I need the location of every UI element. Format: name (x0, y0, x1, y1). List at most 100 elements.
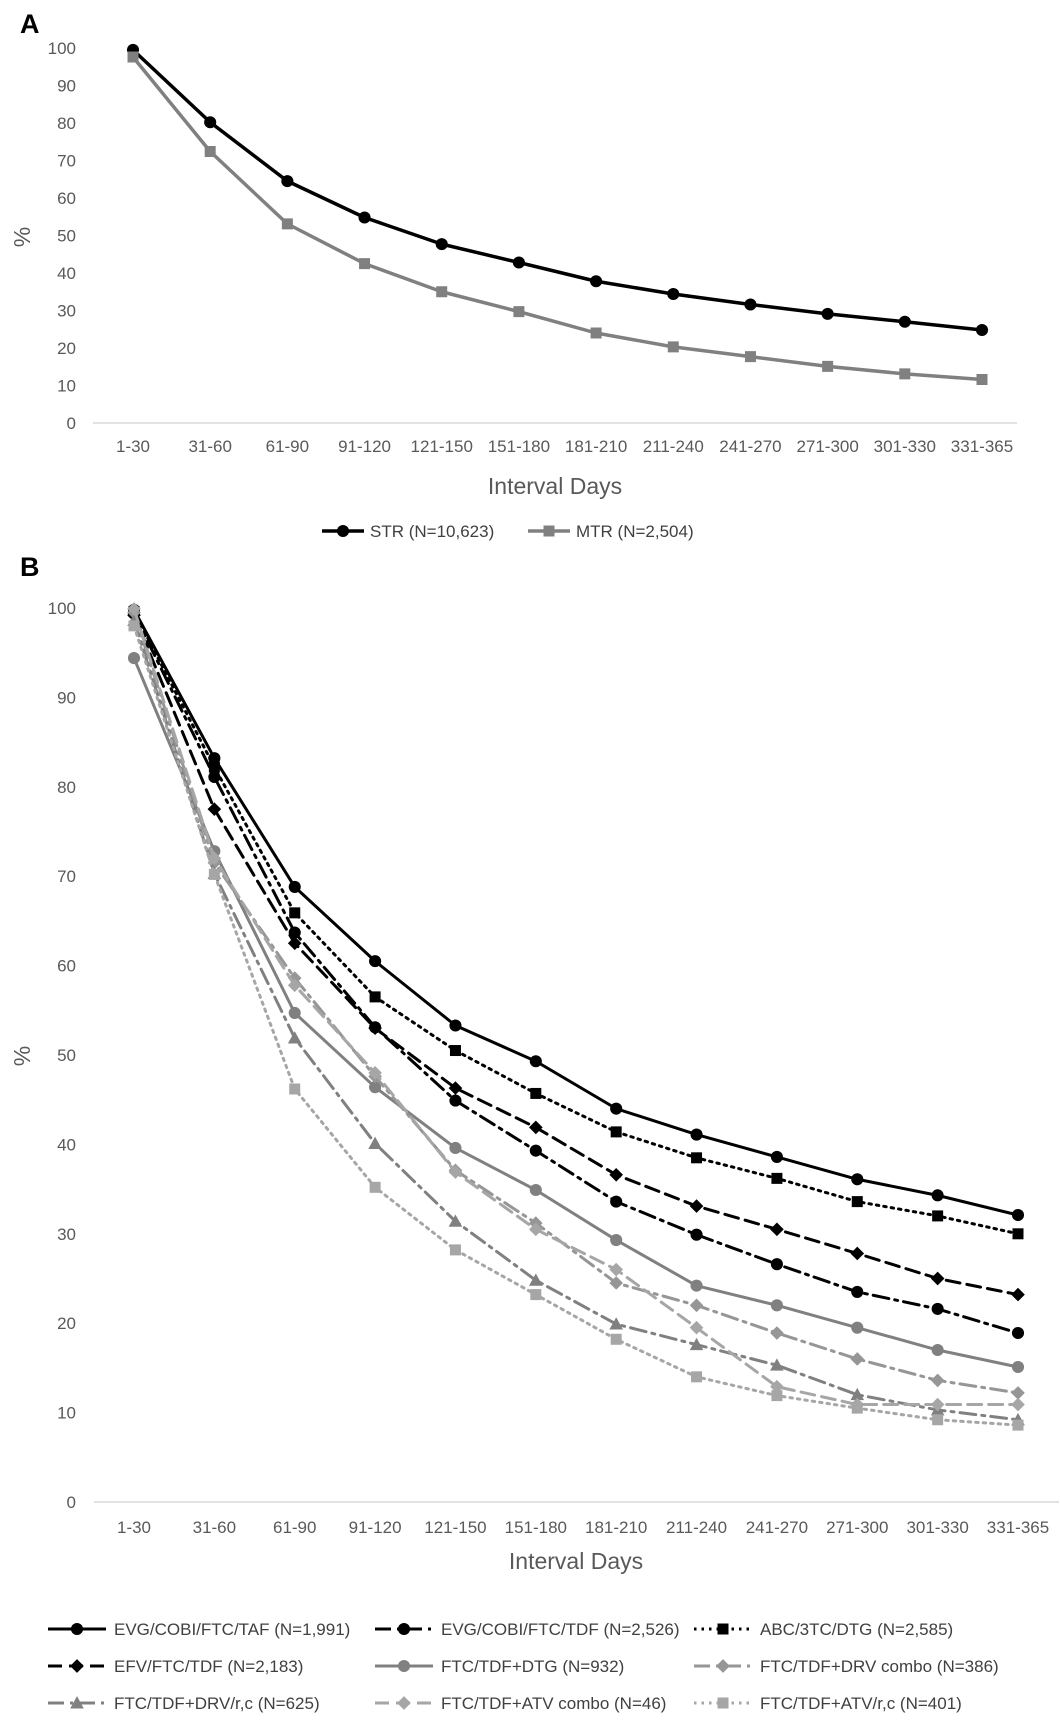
y-tick-label: 80 (57, 114, 76, 133)
data-point (690, 1128, 703, 1141)
series-line (132, 607, 1020, 1407)
x-tick-label: 181-210 (585, 1518, 647, 1537)
y-tick-label: 100 (48, 599, 76, 618)
y-tick-label: 90 (57, 688, 76, 707)
x-tick-label: 1-30 (117, 1518, 151, 1537)
data-point (930, 1373, 945, 1388)
x-tick-label: 91-120 (338, 437, 391, 456)
panel-a-legend: STR (N=10,623) MTR (N=2,504) (322, 522, 694, 541)
data-point (590, 327, 602, 339)
series-5 (127, 652, 1025, 1374)
legend-item: FTC/TDF+DTG (N=932) (375, 1657, 624, 1676)
data-point (208, 761, 220, 773)
data-point (1011, 1386, 1025, 1400)
data-point (851, 1402, 863, 1414)
y-tick-label: 100 (48, 39, 76, 58)
series-2 (127, 51, 988, 385)
data-point (449, 1244, 461, 1256)
data-point (528, 1273, 543, 1286)
y-tick-label: 70 (57, 867, 76, 886)
data-point (976, 374, 988, 385)
data-point (528, 1222, 543, 1237)
x-tick-label: 211-240 (643, 437, 704, 456)
y-tick-label: 10 (57, 377, 76, 396)
x-tick-label: 31-60 (188, 437, 231, 456)
legend-item: EVG/COBI/FTC/TAF (N=1,991) (48, 1620, 350, 1639)
data-point (529, 1144, 542, 1157)
x-tick-label: 271-300 (796, 437, 858, 456)
data-point (448, 1214, 463, 1227)
data-point (851, 1173, 864, 1186)
y-tick-label: 30 (57, 1225, 76, 1244)
panel-a-x-ticks: 1-30 31-60 61-90 91-120 121-150 151-180 181-21… (116, 437, 1013, 456)
data-point (1011, 1287, 1025, 1302)
legend-item: FTC/TDF+DRV combo (N=386) (694, 1657, 999, 1676)
data-point (369, 1181, 381, 1193)
data-point (931, 1302, 944, 1315)
x-tick-label: 61-90 (273, 1518, 316, 1537)
y-tick-label: 60 (57, 957, 76, 976)
data-point (529, 1183, 542, 1197)
data-point (667, 287, 680, 301)
legend-swatch-marker (717, 1623, 729, 1635)
y-tick-label: 10 (57, 1404, 76, 1423)
data-point (288, 1006, 301, 1020)
data-point (530, 1087, 542, 1099)
y-tick-label: 30 (57, 302, 76, 321)
y-tick-label: 0 (67, 414, 76, 433)
legend-item: STR (N=10,623) (322, 522, 494, 541)
x-tick-label: 211-240 (666, 1518, 727, 1537)
y-tick-label: 70 (57, 152, 76, 171)
legend-swatch-marker (336, 524, 350, 538)
data-point (610, 1234, 623, 1247)
data-point (128, 620, 140, 632)
x-tick-label: 91-120 (349, 1518, 402, 1537)
data-point (770, 1222, 784, 1237)
legend-item: FTC/TDF+ATV combo (N=46) (375, 1694, 666, 1713)
data-point (610, 1333, 622, 1345)
y-tick-label: 40 (57, 264, 76, 283)
x-tick-label: 241-270 (746, 1518, 808, 1537)
panel-a-y-ticks: 0 10 20 30 40 50 60 70 80 90 100 (48, 39, 76, 433)
data-point (689, 1320, 704, 1335)
series-line (132, 613, 1020, 1297)
legend-label: EFV/FTC/TDF (N=2,183) (114, 1657, 303, 1676)
data-point (899, 368, 911, 380)
legend-label: FTC/TDF+DRV combo (N=386) (760, 1657, 999, 1676)
panel-b-chart: B % 0 10 20 30 40 50 60 70 80 90 100 1-30 31-60 61-9… (9, 552, 1059, 1713)
data-point (744, 351, 756, 363)
legend-swatch-marker (70, 1696, 84, 1709)
data-point (369, 955, 382, 968)
series-line (131, 55, 984, 382)
data-point (851, 1196, 863, 1208)
legend-label: EVG/COBI/FTC/TDF (N=2,526) (441, 1620, 680, 1639)
series-8 (127, 602, 1025, 1412)
data-point (287, 978, 302, 993)
data-point (1011, 1326, 1025, 1340)
y-tick-label: 60 (57, 189, 76, 208)
series-line (132, 610, 1020, 1395)
data-point (1012, 1228, 1024, 1240)
data-point (436, 286, 448, 298)
data-point (689, 1298, 704, 1313)
series-line (132, 656, 1020, 1369)
data-point (691, 1152, 703, 1164)
series-line (132, 619, 1020, 1422)
legend-swatch-marker (70, 1622, 84, 1636)
data-point (127, 602, 141, 616)
legend-swatch-marker (70, 1659, 84, 1673)
data-point (512, 256, 525, 269)
panel-a-series-group (126, 43, 989, 385)
data-point (975, 323, 989, 337)
data-point (449, 1019, 462, 1032)
legend-item: MTR (N=2,504) (528, 522, 694, 541)
legend-swatch-marker (397, 1659, 411, 1673)
series-9 (128, 620, 1024, 1431)
legend-swatch-marker (397, 1696, 411, 1710)
data-point (821, 307, 834, 320)
data-point (204, 116, 217, 129)
panel-a-chart: A % 0 10 20 30 40 50 60 70 80 90 100 1-30 31-60 61-9… (9, 9, 1017, 541)
data-point (609, 1276, 624, 1290)
panel-b-legend: EVG/COBI/FTC/TAF (N=1,991) EVG/COBI/FTC/T… (48, 1620, 999, 1713)
